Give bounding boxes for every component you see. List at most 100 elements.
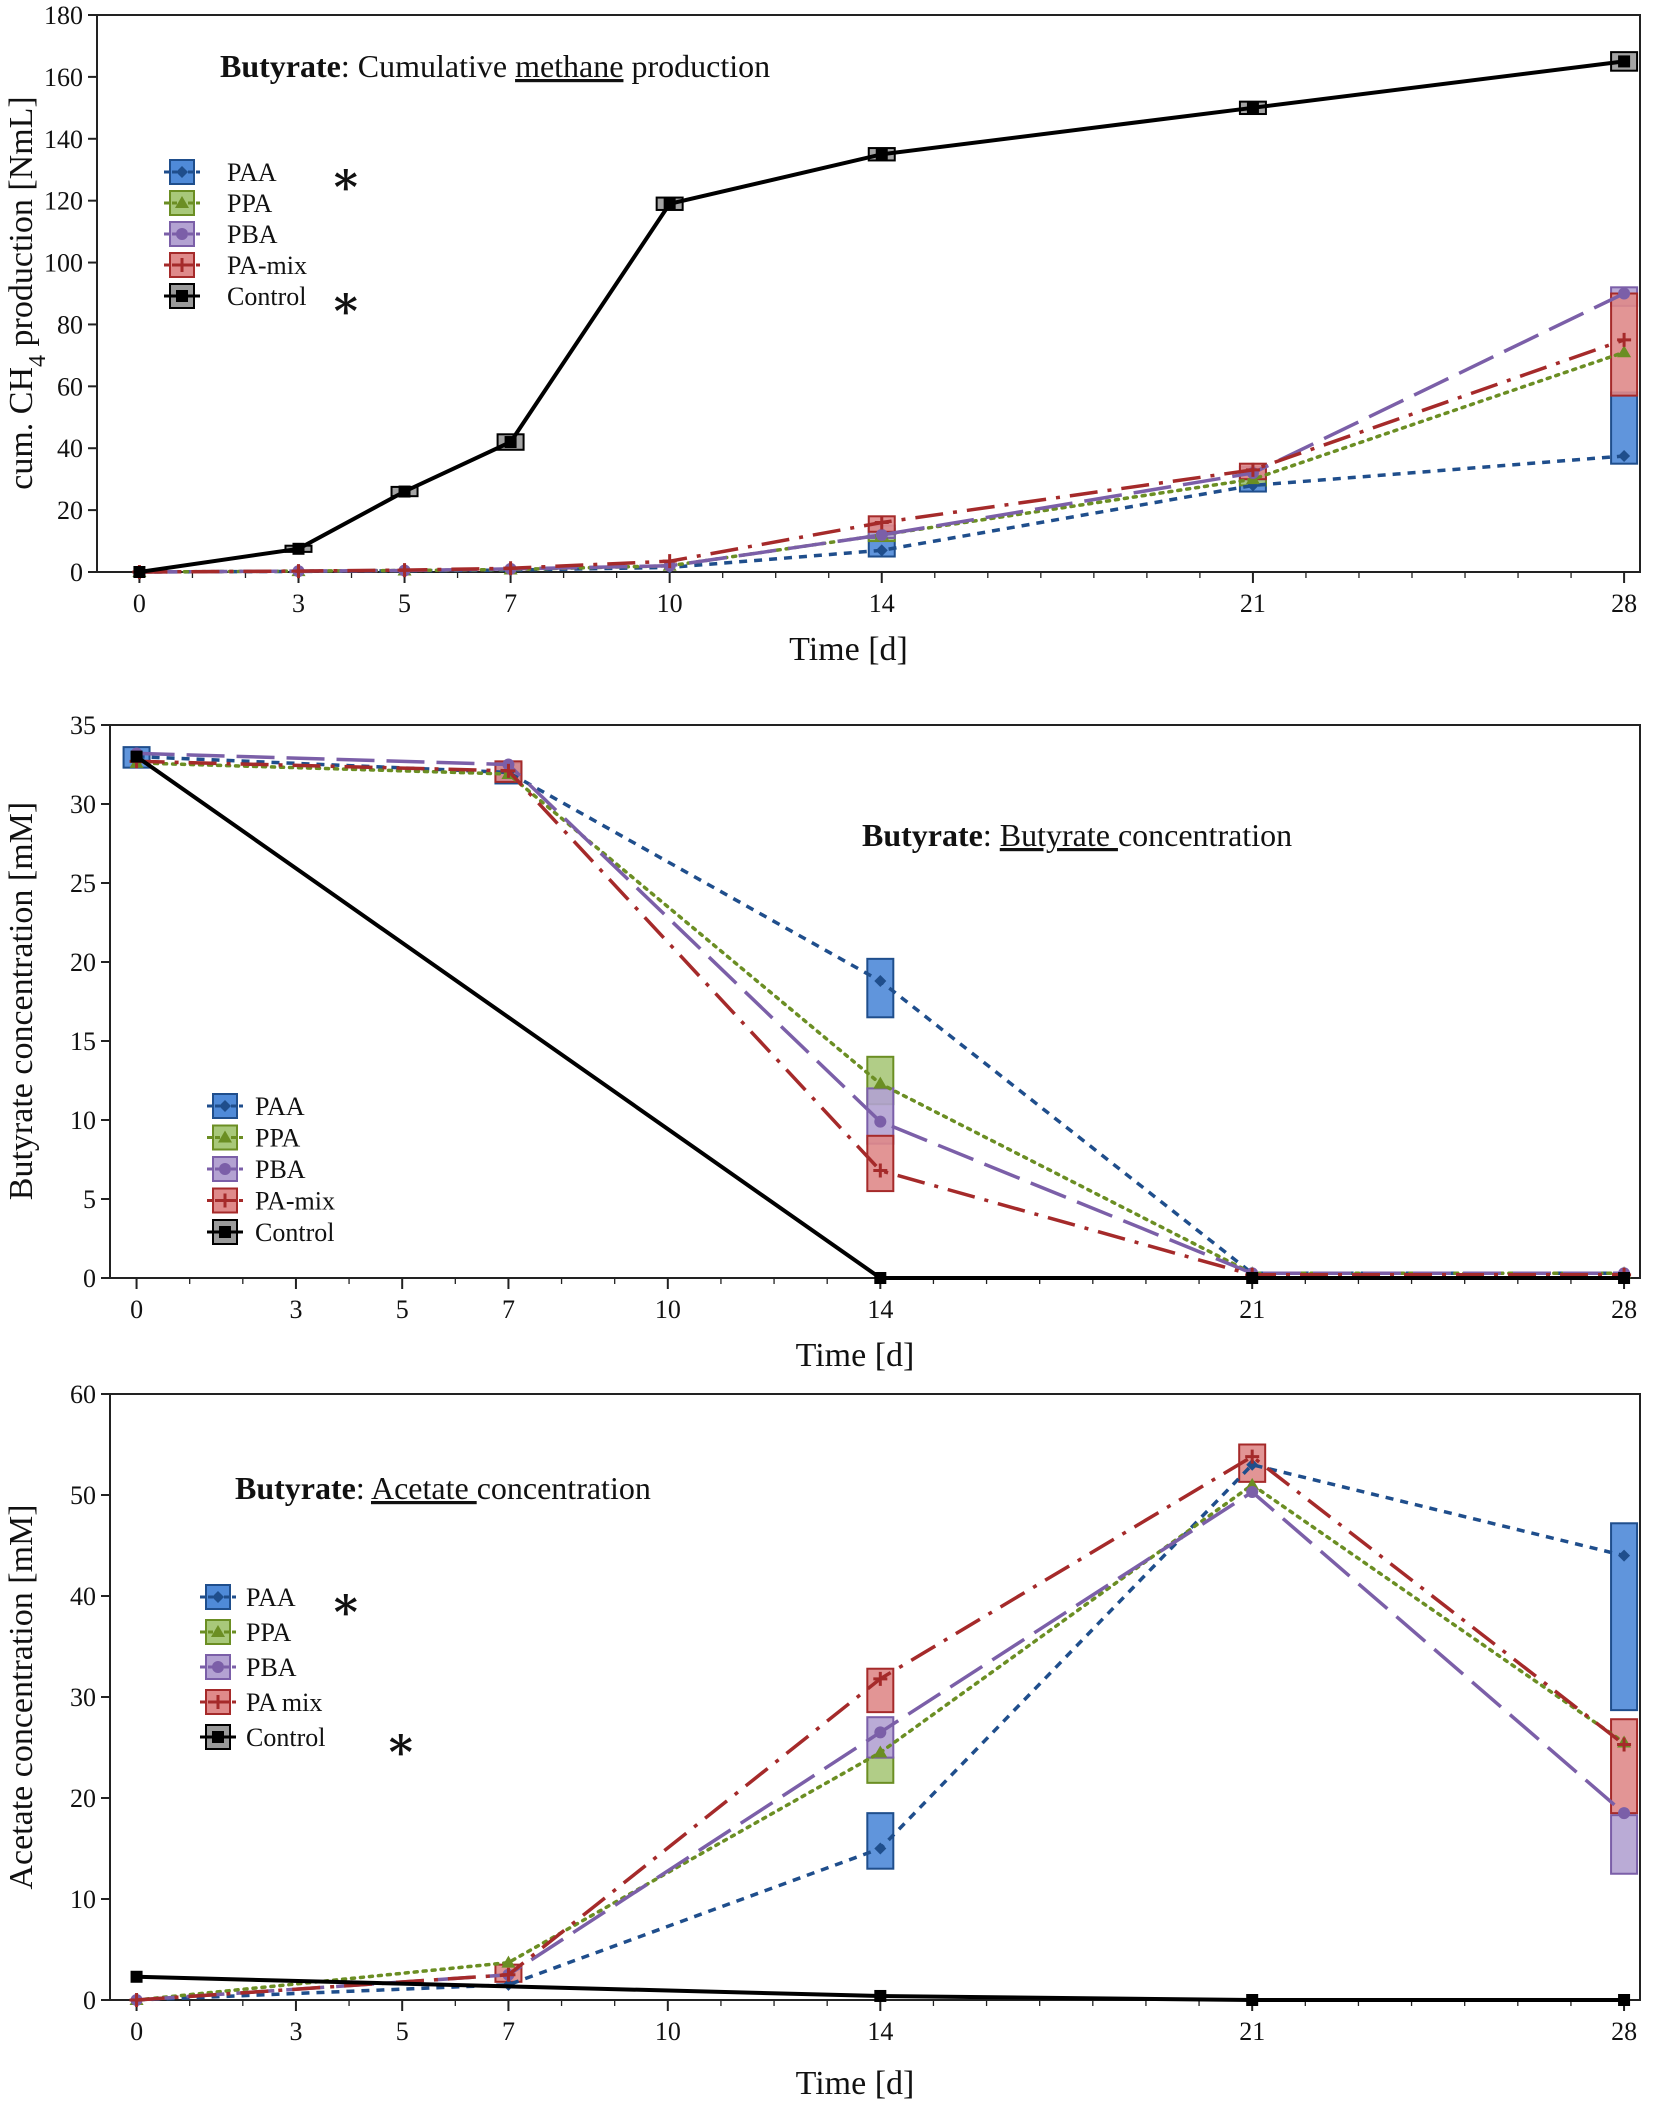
legend-label: PA-mix: [255, 1187, 335, 1216]
data-point-marker: [219, 1163, 231, 1175]
y-tick-label: 40: [57, 434, 83, 463]
data-point-marker: [1618, 55, 1631, 68]
y-tick-label: 60: [57, 372, 83, 401]
x-axis-label: Time [d]: [789, 631, 908, 668]
y-tick-label: 20: [70, 1784, 96, 1813]
data-point-marker: [1618, 449, 1631, 462]
y-axis-label: Acetate concentration [mM]: [3, 1504, 40, 1889]
chart-title-underlined: methane: [515, 48, 623, 84]
data-point-marker: [1246, 1485, 1259, 1498]
data-point-marker: [176, 228, 188, 240]
data-point-marker: [875, 528, 888, 541]
y-tick-label: 25: [70, 869, 96, 898]
legend-label: PAA: [255, 1092, 305, 1121]
series-line-control: [135, 754, 1625, 1280]
data-point-marker: [1618, 1549, 1631, 1562]
legend-label: PBA: [255, 1155, 306, 1184]
chart-title-bold: Butyrate: [235, 1470, 356, 1506]
x-tick-label: 7: [502, 1295, 515, 1324]
y-tick-label: 0: [83, 1264, 96, 1293]
y-tick-label: 20: [57, 496, 83, 525]
range-box-paa: [866, 1812, 895, 1870]
y-tick-label: 0: [70, 558, 83, 587]
data-point-marker: [212, 1731, 224, 1743]
chart-title-bold: Butyrate: [220, 48, 341, 84]
x-tick-label: 14: [869, 589, 895, 618]
legend-label: PPA: [246, 1618, 292, 1647]
data-point-marker: [874, 1842, 887, 1855]
x-tick-label: 5: [398, 589, 411, 618]
data-point-marker: [212, 1661, 224, 1673]
y-tick-label: 60: [70, 1380, 96, 1409]
y-tick-label: 30: [70, 790, 96, 819]
data-point-marker: [218, 1193, 232, 1208]
chart-title-sep: :: [983, 817, 1000, 853]
series-line-control: [136, 1974, 1625, 2002]
data-point-marker: [874, 1272, 887, 1284]
chart-title: Butyrate: Cumulative methane production: [220, 48, 770, 84]
data-point-marker: [874, 1726, 887, 1739]
x-tick-label: 3: [292, 589, 305, 618]
legend-label: Control: [227, 282, 306, 311]
data-point-marker: [176, 290, 188, 302]
x-tick-label: 5: [396, 2017, 409, 2046]
data-point-marker: [1246, 1994, 1259, 2006]
x-tick-label: 10: [655, 2017, 681, 2046]
data-point-marker: [662, 554, 677, 569]
data-point-marker: [873, 1745, 888, 1758]
y-tick-label: 100: [44, 249, 83, 278]
y-axis-label-subscript: 4: [25, 355, 51, 367]
x-tick-label: 10: [655, 1295, 681, 1324]
data-point-marker: [874, 1115, 887, 1128]
data-point-marker: [1245, 462, 1260, 477]
significance-star: ∗: [330, 277, 362, 328]
y-tick-label: 35: [70, 711, 96, 740]
x-tick-label: 7: [502, 2017, 515, 2046]
y-tick-label: 140: [44, 125, 83, 154]
data-point-marker: [504, 436, 517, 449]
y-tick-label: 180: [44, 1, 83, 30]
data-point-marker: [501, 763, 516, 778]
y-tick-label: 40: [70, 1582, 96, 1611]
range-box-paa: [1610, 1522, 1639, 1712]
data-point-marker: [873, 1671, 888, 1686]
range-box-paa: [866, 957, 895, 1019]
legend-label: PBA: [227, 220, 278, 249]
data-point-marker: [501, 1955, 516, 1968]
significance-star: ∗: [330, 153, 362, 204]
x-tick-label: 28: [1611, 589, 1637, 618]
range-box-pamix: [1610, 1718, 1639, 1815]
x-tick-label: 5: [396, 1295, 409, 1324]
data-point-marker: [1617, 1737, 1632, 1752]
x-tick-label: 0: [130, 2017, 143, 2046]
y-tick-label: 0: [83, 1986, 96, 2015]
data-point-marker: [175, 258, 189, 272]
data-point-marker: [130, 750, 143, 763]
legend-label: PBA: [246, 1653, 297, 1682]
y-tick-label: 80: [57, 310, 83, 339]
data-point-marker: [291, 564, 306, 579]
x-tick-label: 14: [867, 2017, 893, 2046]
legend-label: PAA: [227, 158, 277, 187]
chart-title-underlined: Butyrate: [1000, 817, 1118, 853]
data-point-marker: [1618, 1994, 1631, 2006]
series-line-control: [139, 59, 1625, 574]
y-tick-label: 120: [44, 187, 83, 216]
data-point-marker: [873, 1163, 888, 1178]
data-point-marker: [874, 515, 889, 530]
legend-label: PA mix: [246, 1688, 322, 1717]
data-point-marker: [1246, 1458, 1259, 1471]
data-point-marker: [211, 1695, 225, 1709]
data-point-marker: [1245, 1449, 1260, 1464]
y-tick-label: 5: [83, 1185, 96, 1214]
x-tick-label: 21: [1239, 2017, 1265, 2046]
chart-acetate: 0 10 20 30 40 50 60 0 3 5 7 10 14 21 28 Time [d] Acetate…: [3, 1380, 1641, 2102]
chart-title-tail: concentration: [1118, 817, 1292, 853]
data-point-marker: [1618, 1272, 1631, 1284]
series-line-pamix: [136, 759, 1625, 1277]
legend-label: PA-mix: [227, 251, 307, 280]
x-tick-label: 3: [289, 1295, 302, 1324]
data-point-marker: [211, 1625, 225, 1637]
x-tick-label: 0: [130, 1295, 143, 1324]
